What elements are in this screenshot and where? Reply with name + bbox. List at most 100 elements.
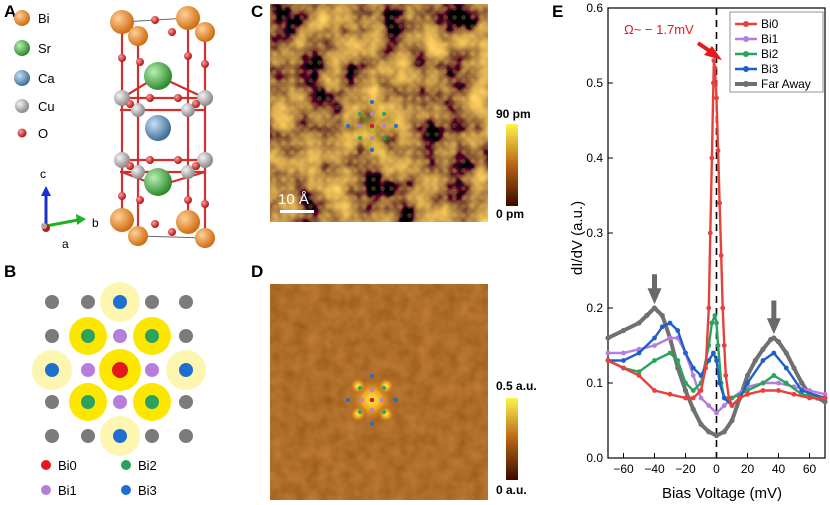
series-point-bi0 [621, 365, 626, 371]
series-point-bi0 [723, 373, 729, 378]
panel-b-lattice-diagram: Bi0 Bi2 Bi1 Bi3 [32, 282, 206, 498]
y-tick-label: 0.5 [586, 76, 603, 90]
legend-cu: Cu [38, 99, 55, 114]
series-point-bi3 [760, 358, 766, 363]
series-point-bi3 [652, 335, 657, 341]
series-point-bi3 [745, 380, 750, 386]
series-point-bi0 [729, 403, 735, 408]
series-point-bi0 [698, 388, 704, 393]
legend-bi0: Bi0 [58, 458, 77, 473]
bi2-sites [81, 329, 159, 409]
series-point-far-away [713, 432, 720, 439]
series-point-far-away [644, 312, 650, 319]
scale-bar [280, 210, 314, 213]
series-point-bi3 [690, 365, 696, 371]
legend-marker-bi2 [743, 51, 749, 57]
y-axis-ticks: 0.0 0.1 0.2 0.3 0.4 0.5 0.6 [586, 1, 613, 465]
series-point-bi0 [726, 395, 732, 401]
y-tick-label: 0.4 [586, 151, 603, 165]
panel-c-topography-map: 10 Å 90 pm 0 pm [270, 4, 531, 222]
x-tick-label: 40 [772, 462, 786, 476]
series-point-bi0 [717, 200, 722, 206]
series-point-bi3 [799, 388, 805, 393]
series-point-bi2 [652, 358, 657, 363]
series-point-far-away [659, 312, 665, 319]
series-point-far-away [775, 339, 782, 345]
bi1-sites [81, 329, 159, 409]
x-tick-label: −40 [644, 462, 665, 476]
series-point-bi2 [771, 373, 777, 378]
series-point-bi0 [791, 391, 797, 397]
legend-label-bi1: Bi1 [761, 32, 779, 46]
series-point-far-away [760, 346, 766, 352]
y-tick-label: 0.6 [586, 1, 603, 15]
colorbar-d [506, 398, 518, 480]
series-point-bi0 [605, 358, 611, 363]
series-point-bi0 [776, 388, 781, 393]
panel-label-d: D [251, 262, 264, 281]
series-point-bi3 [717, 380, 722, 386]
x-tick-label: 60 [803, 462, 817, 476]
series-point-bi3 [683, 350, 688, 356]
panel-label-a: A [4, 2, 17, 21]
colorbar-c-max: 90 pm [496, 107, 531, 121]
atom-legend: Bi Sr Ca Cu O [14, 10, 55, 141]
series-point-bi0 [822, 395, 828, 401]
series-point-bi2 [709, 320, 715, 326]
series-point-far-away [690, 406, 696, 412]
site-markers-c [346, 100, 398, 152]
omega-annotation: Ω~ − 1.7mV [624, 22, 694, 37]
series-point-far-away [822, 399, 828, 405]
scale-bar-label: 10 Å [278, 191, 309, 208]
cu-atoms [114, 90, 213, 179]
panel-e-spectra-chart: 0.0 0.1 0.2 0.3 0.4 0.5 0.6 −60 −40 −20 0 20 40 60 B… [569, 1, 828, 502]
colorbar-d-max: 0.5 a.u. [496, 379, 537, 393]
series-point-bi3 [706, 358, 712, 363]
series-point-bi0 [707, 230, 713, 236]
panel-label-e: E [552, 2, 564, 21]
series-point-far-away [682, 387, 689, 394]
legend-marker-far-away [743, 81, 749, 87]
series-point-bi2 [745, 388, 750, 393]
axis-b-label: b [92, 216, 99, 230]
site-legend: Bi0 Bi2 Bi1 Bi3 [41, 458, 157, 498]
series-point-bi2 [690, 388, 696, 393]
series-point-bi0 [711, 58, 717, 63]
series-point-bi0 [667, 391, 673, 397]
series-point-bi0 [703, 365, 709, 371]
y-tick-label: 0.0 [586, 451, 603, 465]
legend-label-bi3: Bi3 [761, 62, 779, 76]
series-point-far-away [721, 429, 727, 435]
legend-bi3: Bi3 [138, 483, 157, 498]
x-tick-label: −20 [675, 462, 696, 476]
y-axis-label: dI/dV (a.u.) [569, 201, 586, 275]
series-point-bi1 [690, 373, 696, 378]
y-tick-label: 0.2 [586, 301, 603, 315]
axis-c-label: c [40, 167, 46, 181]
series-point-far-away [651, 305, 658, 311]
series-point-bi2 [712, 313, 718, 318]
legend-marker-bi3 [743, 66, 749, 72]
series-point-bi0 [745, 391, 750, 397]
peak-arrow-head [647, 288, 662, 305]
series-point-bi0 [807, 395, 812, 401]
series-point-bi3 [711, 350, 716, 356]
series-point-bi3 [783, 365, 789, 371]
series-point-bi3 [721, 395, 727, 401]
series-point-bi3 [771, 350, 777, 356]
series-point-bi1 [605, 350, 611, 356]
legend-sr: Sr [38, 41, 52, 56]
series-layer [605, 58, 828, 439]
series-point-bi0 [737, 395, 743, 401]
x-tick-label: 20 [741, 462, 755, 476]
series-point-far-away [620, 327, 627, 334]
panel-d-conductance-map: 0.5 a.u. 0 a.u. [270, 284, 537, 500]
panel-a-crystal-structure: Bi Sr Ca Cu O c b a [14, 6, 215, 251]
series-point-bi2 [636, 369, 642, 375]
series-point-bi2 [715, 343, 721, 348]
series-point-bi2 [783, 380, 789, 386]
series-point-bi1 [621, 350, 626, 356]
series-point-bi2 [714, 320, 719, 326]
panel-label-b: B [4, 262, 17, 281]
series-point-bi3 [659, 324, 665, 330]
